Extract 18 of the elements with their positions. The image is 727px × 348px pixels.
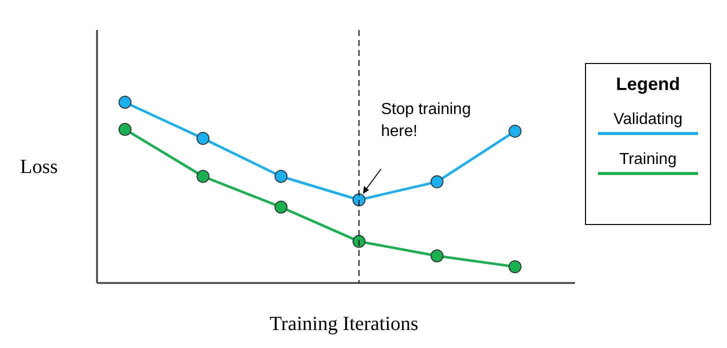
point xyxy=(196,132,210,145)
point xyxy=(274,200,288,214)
point xyxy=(352,234,366,248)
point xyxy=(352,193,366,206)
point xyxy=(118,96,132,109)
point xyxy=(118,122,132,136)
point xyxy=(508,124,522,138)
y-axis-title: Loss xyxy=(20,156,58,179)
point xyxy=(430,249,444,262)
text: Validating xyxy=(612,111,684,129)
point xyxy=(430,175,444,188)
point xyxy=(274,170,288,183)
point xyxy=(196,170,210,183)
text: Training xyxy=(618,151,678,169)
x-axis-title: Training Iterations xyxy=(268,313,420,336)
point xyxy=(508,260,522,274)
legend-title: Legend xyxy=(614,74,681,95)
annotation: Stop training here! xyxy=(381,101,471,140)
